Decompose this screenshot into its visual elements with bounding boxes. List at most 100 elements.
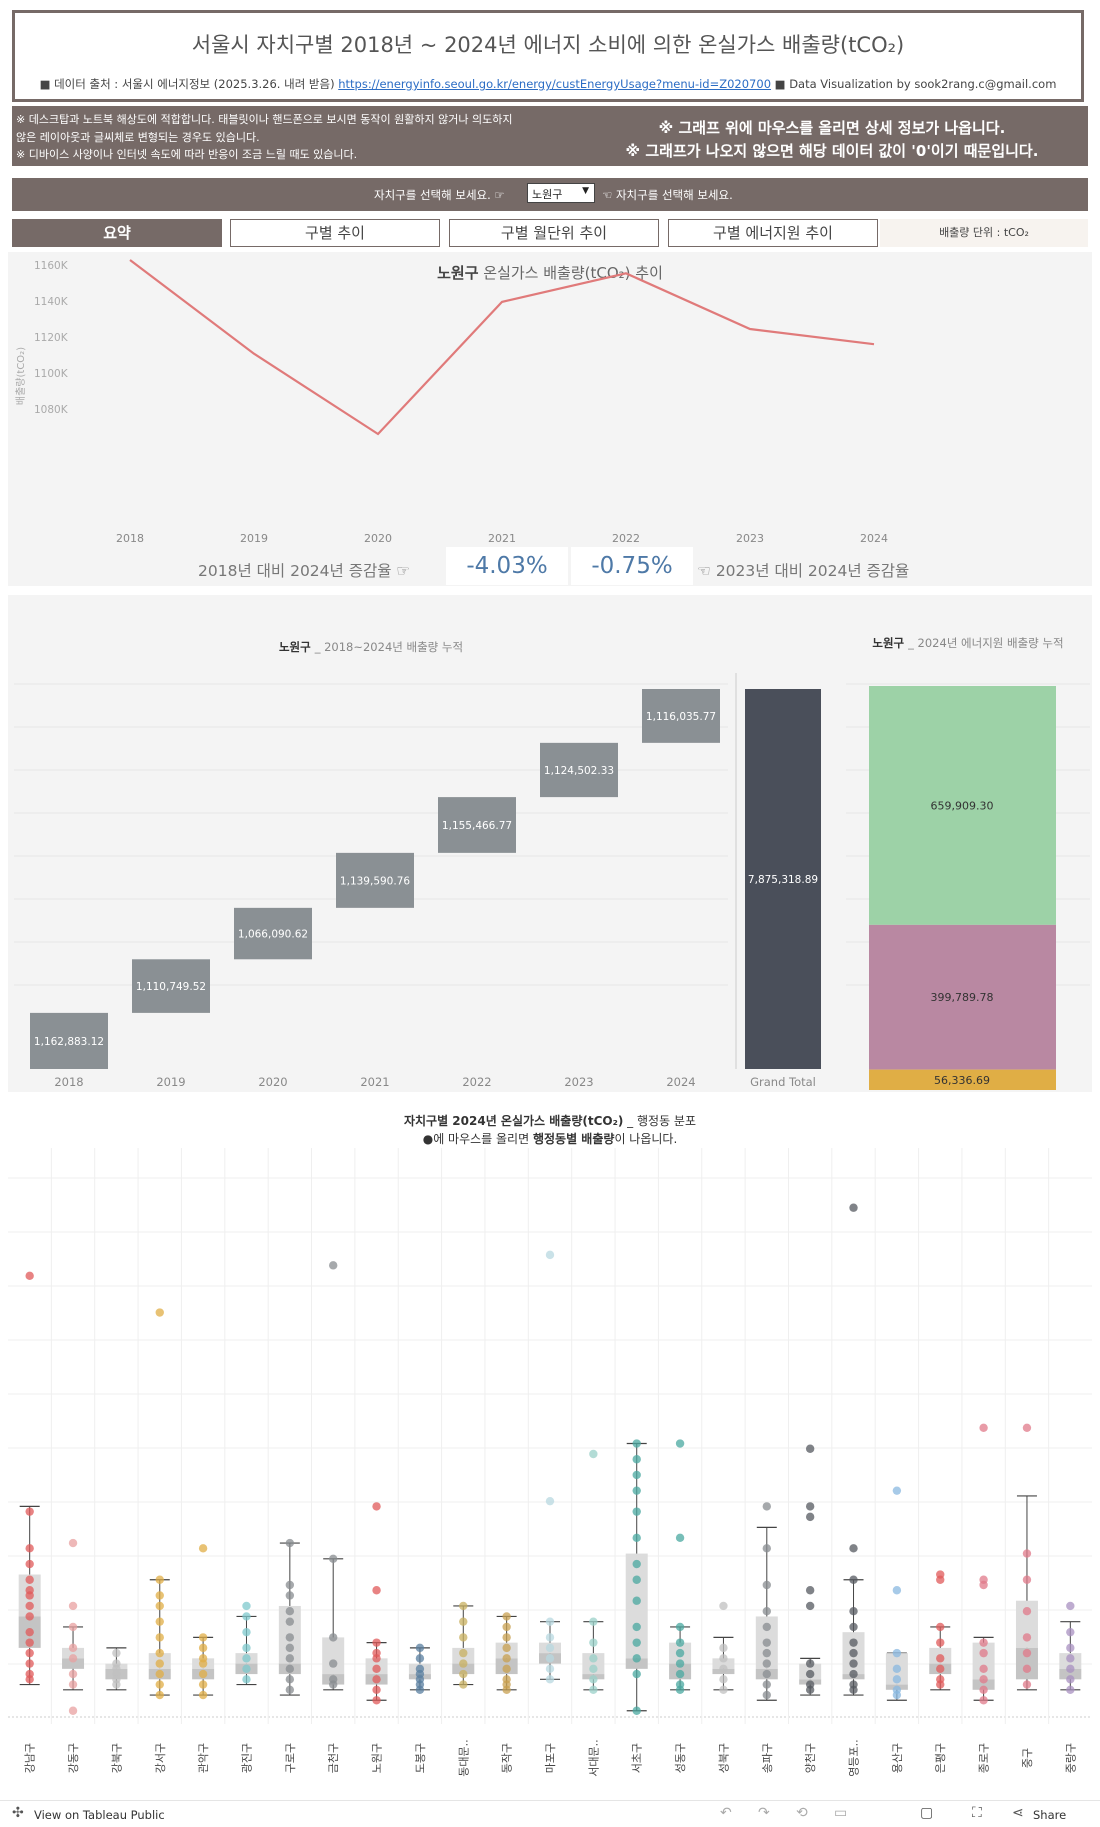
dong-point [805, 1669, 815, 1679]
district-label: 서초구 [631, 1743, 644, 1773]
dong-point [372, 1638, 381, 1647]
dong-point [589, 1617, 598, 1626]
dong-point [1022, 1680, 1032, 1689]
waterfall-bar [30, 1012, 108, 1069]
dong-point [805, 1659, 815, 1668]
dong-point [805, 1444, 815, 1453]
tab-district-trend[interactable]: 구별 추이 [230, 219, 440, 247]
waterfall-x-label: 2023 [564, 1075, 593, 1089]
revert-icon[interactable]: ⟲ [796, 1805, 808, 1821]
redo-icon[interactable]: ↷ [758, 1805, 770, 1821]
distribution-boxplot[interactable]: 강남구 강동구 강북구 강서구 관악구 광진구 구로구 금천구 노원구 도봉구 동대문.. 동작구 마포… [0, 1148, 1100, 1798]
dong-point [242, 1664, 251, 1674]
x-tick-label: 2023 [736, 532, 764, 545]
dong-point [762, 1659, 771, 1668]
source-link[interactable]: https://energyinfo.seoul.go.kr/energy/cu… [338, 77, 772, 91]
dong-point [762, 1690, 771, 1700]
tab-district-monthly-trend[interactable]: 구별 월단위 추이 [449, 219, 659, 247]
dong-point [632, 1439, 641, 1448]
dong-point [849, 1203, 858, 1212]
page-title: 서울시 자치구별 2018년 ~ 2024년 에너지 소비에 의한 온실가스 배… [191, 33, 905, 57]
dong-point [285, 1617, 295, 1626]
selector-hint-right: ☜ 자치구를 선택해 보세요. [602, 188, 733, 202]
share-icon[interactable]: ⋖ [1012, 1805, 1024, 1821]
line-chart-district: 노원구 [437, 264, 479, 282]
dong-point [675, 1533, 685, 1543]
growth-label-2023: ☜ 2023년 대비 2024년 증감율 [697, 562, 910, 580]
dong-point [545, 1617, 555, 1626]
dong-point [849, 1659, 858, 1668]
dong-point [25, 1575, 34, 1584]
waterfall-bar [234, 907, 312, 960]
dong-point [719, 1664, 728, 1674]
dong-point [25, 1648, 34, 1658]
district-label: 도봉구 [414, 1743, 427, 1773]
waterfall-x-label: 2024 [666, 1075, 695, 1089]
dong-point [1022, 1648, 1032, 1658]
share-button[interactable]: Share [1033, 1808, 1067, 1822]
data-source-line: ■ 데이터 출처 : 서울시 에너지정보 (2025.3.26. 내려 받음) … [15, 76, 1081, 92]
dong-point [589, 1675, 598, 1684]
dong-point [762, 1680, 771, 1689]
waterfall-x-label: 2019 [156, 1075, 185, 1089]
dong-point [285, 1685, 295, 1694]
dong-point [25, 1601, 34, 1611]
waterfall-chart[interactable]: 노원구 _ 2018~2024년 배출량 누적 노원구 _ 2024년 에너지원 … [8, 595, 1092, 1092]
dong-point [68, 1706, 78, 1715]
box-upper [582, 1653, 605, 1675]
district-label: 동대문.. [457, 1739, 470, 1776]
dong-point [25, 1544, 34, 1553]
dong-point [675, 1659, 685, 1668]
dong-point [805, 1586, 815, 1595]
grand-total-label: 7,875,318.89 [748, 874, 818, 886]
district-selector-bar: 자치구를 선택해 보세요. ☞ 노원구 ▼ ☜ 자치구를 선택해 보세요. [12, 178, 1088, 211]
dong-point [459, 1617, 468, 1626]
dong-point [936, 1622, 945, 1632]
dong-point [675, 1685, 685, 1694]
dong-point [198, 1659, 208, 1668]
waterfall-title: 노원구 _ 2018~2024년 배출량 누적 [279, 640, 463, 654]
dong-point [632, 1622, 641, 1632]
tab-district-energy-trend[interactable]: 구별 에너지원 추이 [668, 219, 878, 247]
comment-icon[interactable]: ▢ [920, 1805, 934, 1821]
waterfall-bar-label: 1,162,883.12 [34, 1036, 104, 1048]
energy-segment-label: 659,909.30 [931, 799, 994, 812]
refresh-icon[interactable]: ▭ [834, 1805, 848, 1821]
dong-point [936, 1654, 945, 1663]
selector-hint-left: 자치구를 선택해 보세요. ☞ [374, 188, 505, 202]
district-label: 강서구 [154, 1743, 167, 1773]
dong-point [762, 1638, 771, 1647]
box-upper [322, 1637, 345, 1675]
view-on-tableau-link[interactable]: View on Tableau Public [34, 1808, 165, 1822]
dong-point [459, 1669, 468, 1679]
fullscreen-icon[interactable]: ⛶ [972, 1805, 982, 1821]
dong-point [979, 1638, 988, 1647]
district-dropdown[interactable]: 노원구 ▼ [527, 183, 595, 203]
device-notes: ※ 데스크탑과 노트북 해상도에 적합합니다. 태블릿이나 핸드폰으로 보시면 … [16, 111, 576, 164]
undo-icon[interactable]: ↶ [720, 1805, 732, 1821]
dong-point [459, 1633, 468, 1642]
dong-point [675, 1439, 685, 1448]
dong-point [1022, 1607, 1032, 1616]
district-label: 은평구 [934, 1743, 947, 1773]
dong-point [459, 1648, 468, 1658]
district-label: 양천구 [803, 1743, 817, 1773]
tab-summary[interactable]: 요약 [12, 219, 222, 247]
energy-segment-label: 399,789.78 [931, 991, 994, 1004]
district-label: 노원구 [371, 1743, 384, 1773]
dong-point [242, 1627, 251, 1637]
dong-point [372, 1685, 381, 1694]
dong-point [502, 1654, 511, 1663]
dong-point [849, 1669, 858, 1679]
district-label: 서대문.. [587, 1739, 600, 1776]
device-note-2: 않은 레이아웃과 글씨체로 변형되는 경우도 있습니다. [16, 130, 260, 144]
box-upper [712, 1658, 735, 1669]
box-upper [625, 1553, 648, 1659]
dong-point [936, 1575, 945, 1584]
dong-point [285, 1580, 295, 1590]
dong-point [155, 1669, 164, 1679]
distribution-subtitle-pre: ●에 마우스를 올리면 [422, 1132, 533, 1146]
dong-point [545, 1250, 555, 1260]
dong-point [589, 1664, 598, 1674]
